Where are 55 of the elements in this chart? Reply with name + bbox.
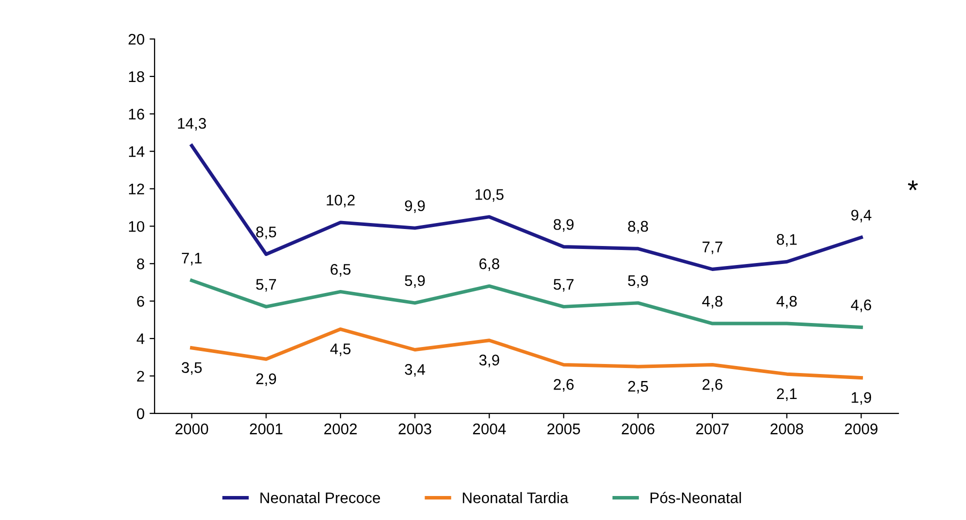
data-label: 9,9: [404, 200, 425, 213]
data-label: 1,9: [852, 392, 872, 405]
x-tick-label: 2003: [398, 424, 432, 434]
data-label: 5,7: [554, 279, 574, 292]
data-label: 10,2: [326, 194, 355, 208]
x-tick-label: 2009: [844, 424, 878, 434]
x-tick-label: 2004: [473, 424, 506, 434]
data-label: 2,5: [628, 380, 648, 394]
data-label: 2,6: [554, 379, 574, 392]
legend-label: Pós-Neonatal: [650, 492, 741, 504]
data-label: 7,1: [182, 252, 202, 266]
data-label: 3,9: [479, 354, 500, 368]
data-label: 4,8: [702, 296, 722, 308]
data-label: 6,5: [330, 264, 350, 277]
y-tick-label: 8: [137, 258, 144, 270]
y-tick-label: 14: [129, 146, 144, 157]
data-label: 7,7: [702, 242, 722, 254]
x-tick-label: 2000: [176, 424, 208, 434]
data-label: 6,8: [479, 258, 500, 271]
y-tick-label: 6: [137, 296, 144, 307]
x-tick-label: 2008: [770, 424, 804, 434]
y-tick-label: 12: [129, 184, 144, 194]
data-label: 2,9: [256, 373, 276, 386]
data-label: 3,5: [182, 362, 202, 375]
x-tick-label: 2006: [622, 424, 654, 434]
data-label: 8,1: [776, 234, 797, 247]
x-tick-label: 2001: [250, 424, 282, 434]
data-label: 8,8: [628, 220, 648, 234]
data-label: 10,5: [476, 189, 504, 202]
text: *: [908, 180, 918, 190]
x-tick-label: 2002: [324, 424, 357, 434]
data-label: 5,7: [256, 279, 276, 292]
legend-label: Neonatal Precoce: [260, 492, 380, 504]
x-tick-label: 2007: [696, 424, 729, 434]
data-label: 2,6: [702, 379, 722, 392]
y-tick-label: 0: [136, 408, 144, 420]
legend-label: Neonatal Tardia: [462, 492, 568, 504]
data-label: 8,9: [554, 219, 574, 232]
data-label: 4,5: [330, 344, 350, 356]
data-label: 8,5: [256, 226, 276, 240]
data-label: 3,4: [404, 364, 426, 377]
y-tick-label: 18: [129, 71, 144, 82]
data-label: 4,6: [850, 300, 872, 312]
data-label: 9,4: [851, 210, 872, 222]
data-label: 2,1: [776, 388, 797, 402]
data-label: 14,3: [178, 118, 206, 131]
y-tick-label: 20: [128, 34, 144, 45]
x-tick-label: 2005: [547, 424, 580, 434]
y-tick-label: 4: [136, 334, 144, 344]
data-label: 5,9: [628, 275, 648, 288]
y-tick-label: 2: [137, 370, 144, 382]
data-label: 4,8: [776, 296, 797, 308]
y-tick-label: 10: [129, 221, 144, 232]
y-tick-label: 16: [129, 108, 144, 120]
data-label: 5,9: [404, 275, 425, 288]
